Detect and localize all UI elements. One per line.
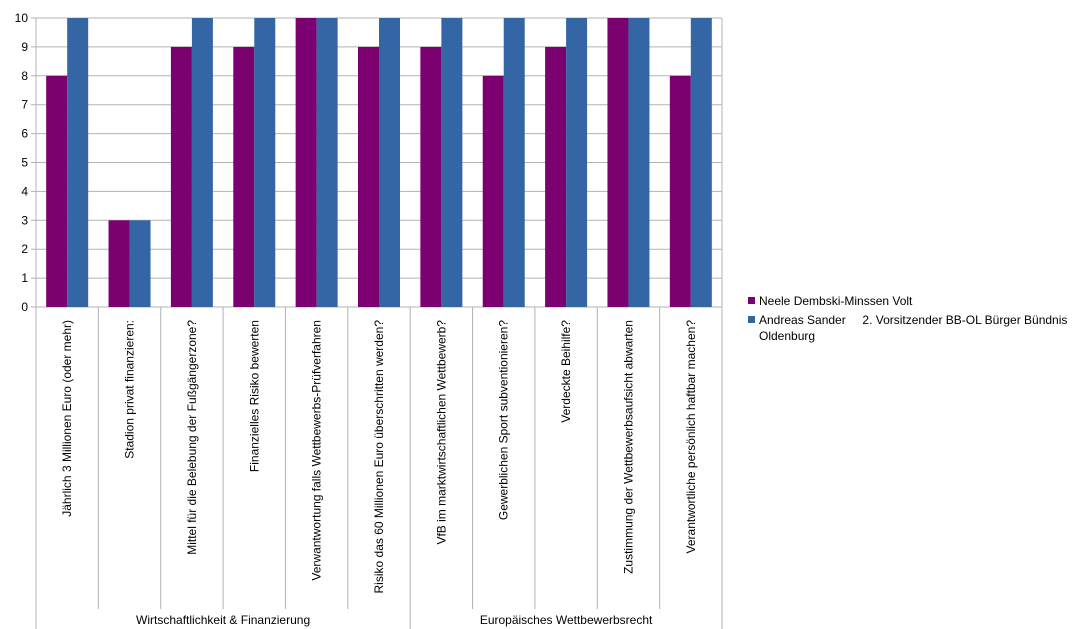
category-label: Mittel für die Belebung der Fußgängerzon… xyxy=(185,320,199,555)
y-tick-label: 2 xyxy=(21,242,28,256)
bar-series-2 xyxy=(690,18,712,307)
y-tick-label: 10 xyxy=(15,11,29,25)
y-tick-label: 8 xyxy=(21,69,28,83)
category-label: VfB im marktwirtschaftlichen Wettbewerb? xyxy=(434,320,448,545)
bar-series-2 xyxy=(628,18,650,307)
bar-series-2 xyxy=(379,18,400,307)
y-tick-label: 3 xyxy=(21,213,28,227)
bar-series-1 xyxy=(233,46,255,308)
bar-series-2 xyxy=(503,18,525,307)
y-tick-label: 1 xyxy=(21,271,28,285)
legend: Neele Dembski-Minssen Volt Andreas Sander… xyxy=(748,294,1067,343)
bar-series-2 xyxy=(67,18,89,307)
legend-label: Oldenburg xyxy=(759,329,815,343)
bar-series-1 xyxy=(669,75,691,307)
category-labels: Jährlich 3 Millionen Euro (oder mehr) Sta… xyxy=(60,320,698,594)
category-label: Stadion privat finanzieren: xyxy=(123,320,137,459)
bar-series-1 xyxy=(170,46,192,308)
y-tick-label: 5 xyxy=(21,156,28,170)
category-label: Verantwortliche persönlich haftbar mache… xyxy=(684,320,698,554)
category-label: Verdeckte Beihilfe? xyxy=(559,320,573,423)
category-label: Gewerblichen Sport subventionieren? xyxy=(497,320,511,520)
category-label: Jährlich 3 Millionen Euro (oder mehr) xyxy=(60,320,74,517)
category-label: Zustimmung der Wettbewerbsaufsicht abwar… xyxy=(621,320,635,574)
legend-swatch xyxy=(748,316,755,323)
bar-series-2 xyxy=(129,220,151,307)
group-label: Wirtschaftlichkeit & Finanzierung xyxy=(136,613,310,627)
bar-series-1 xyxy=(46,75,68,307)
y-tick-label: 7 xyxy=(21,98,28,112)
bar-series-1 xyxy=(108,220,130,307)
bar-series-2 xyxy=(316,18,338,307)
category-label: Verwantwortung falls Wettbewerbs-Prüfver… xyxy=(310,320,324,581)
bar-series-1 xyxy=(358,46,379,308)
legend-label: Andreas Sander 2. Vorsitzender BB-OL Bür… xyxy=(759,313,1067,327)
y-tick-label: 6 xyxy=(21,127,28,141)
bar-series-1 xyxy=(607,18,629,307)
axes xyxy=(31,17,723,629)
bar-series-1 xyxy=(482,75,504,307)
y-tick-labels: 0 1 2 3 4 5 6 7 8 9 10 xyxy=(15,11,29,314)
category-label: Finanzielles Risiko bewerten xyxy=(247,320,261,472)
category-label: Risiko das 60 Millionen Euro überschritt… xyxy=(372,320,386,594)
bar-series-1 xyxy=(295,18,317,307)
y-tick-label: 9 xyxy=(21,40,28,54)
bar-series-2 xyxy=(191,18,213,307)
group-label: Europäisches Wettbewerbsrecht xyxy=(480,613,653,627)
bar-series-2 xyxy=(254,18,276,307)
bar-series-2 xyxy=(441,18,463,307)
bar-series-2 xyxy=(566,18,588,307)
y-tick-label: 0 xyxy=(21,300,28,314)
bar-series-1 xyxy=(545,46,567,308)
bars xyxy=(46,18,712,308)
legend-label: Neele Dembski-Minssen Volt xyxy=(759,294,913,308)
bar-series-1 xyxy=(420,46,442,308)
group-labels: Wirtschaftlichkeit & Finanzierung Europäi… xyxy=(136,613,653,627)
legend-swatch xyxy=(748,297,755,304)
y-tick-label: 4 xyxy=(21,184,28,198)
